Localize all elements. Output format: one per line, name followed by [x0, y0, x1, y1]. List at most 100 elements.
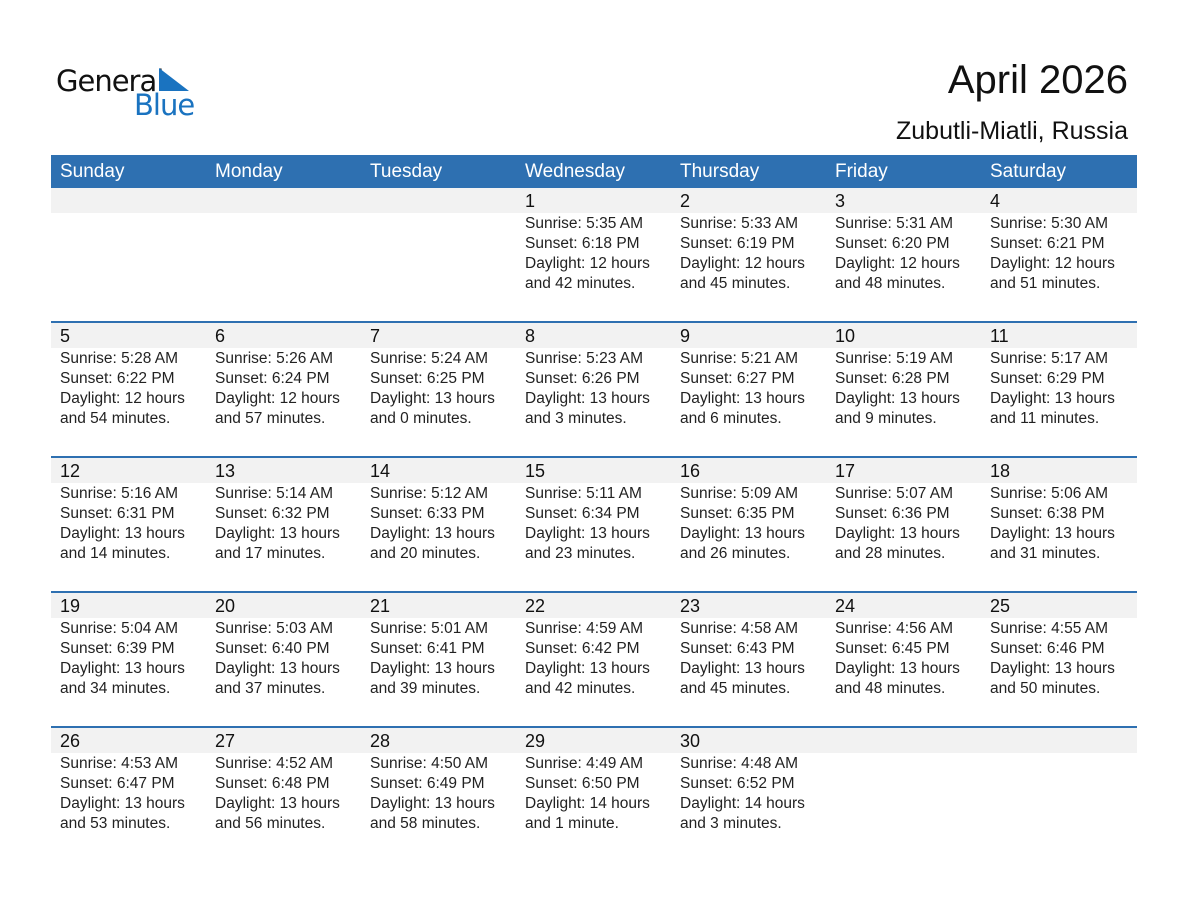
sunrise-text: Sunrise: 4:49 AM: [525, 755, 644, 772]
sunset-text: Sunset: 6:22 PM: [60, 370, 175, 387]
sunset-text: Sunset: 6:41 PM: [370, 640, 485, 657]
day-cell: 6 Sunrise: 5:26 AM Sunset: 6:24 PM Daylight…: [206, 323, 361, 458]
sunset-text: Sunset: 6:43 PM: [680, 640, 795, 657]
sunrise-text: Sunrise: 4:50 AM: [370, 755, 489, 772]
daylight-text: Daylight: 13 hours: [370, 795, 495, 812]
daylight-text: Daylight: 12 hours: [525, 255, 650, 272]
daylight-text: Daylight: 13 hours: [990, 660, 1115, 677]
sunrise-text: Sunrise: 4:58 AM: [680, 620, 799, 637]
weekday-friday: Friday: [835, 161, 888, 182]
sunset-text: Sunset: 6:36 PM: [835, 505, 950, 522]
daylight-minutes-text: and 20 minutes.: [370, 545, 481, 562]
sunrise-text: Sunrise: 5:01 AM: [370, 620, 489, 637]
daylight-minutes-text: and 48 minutes.: [835, 275, 946, 292]
sunset-text: Sunset: 6:47 PM: [60, 775, 175, 792]
day-number: 27: [215, 731, 236, 751]
logo-text-general: General: [56, 64, 164, 98]
day-cell: 20 Sunrise: 5:03 AM Sunset: 6:40 PM Dayligh…: [206, 593, 361, 728]
sunset-text: Sunset: 6:24 PM: [215, 370, 330, 387]
sunset-text: Sunset: 6:27 PM: [680, 370, 795, 387]
daylight-minutes-text: and 45 minutes.: [680, 680, 791, 697]
daylight-text: Daylight: 14 hours: [525, 795, 650, 812]
daylight-text: Daylight: 12 hours: [60, 390, 185, 407]
day-cell: 8 Sunrise: 5:23 AM Sunset: 6:26 PM Daylight…: [516, 323, 671, 458]
day-cell: 13 Sunrise: 5:14 AM Sunset: 6:32 PM Dayligh…: [206, 458, 361, 593]
day-number: 14: [370, 461, 391, 481]
sunset-text: Sunset: 6:21 PM: [990, 235, 1105, 252]
day-number: 17: [835, 461, 856, 481]
date-band: [51, 458, 1137, 483]
sunrise-text: Sunrise: 5:30 AM: [990, 215, 1109, 232]
day-number: 19: [60, 596, 81, 616]
date-band: [51, 728, 1137, 753]
sunrise-text: Sunrise: 5:31 AM: [835, 215, 954, 232]
page-title: April 2026: [947, 58, 1128, 102]
daylight-minutes-text: and 3 minutes.: [680, 815, 782, 832]
daylight-text: Daylight: 12 hours: [835, 255, 960, 272]
sunrise-text: Sunrise: 5:04 AM: [60, 620, 179, 637]
sunrise-text: Sunrise: 5:23 AM: [525, 350, 644, 367]
weekday-sunday: Sunday: [60, 161, 125, 182]
day-cell: 26 Sunrise: 4:53 AM Sunset: 6:47 PM Dayligh…: [51, 728, 206, 863]
sunset-text: Sunset: 6:40 PM: [215, 640, 330, 657]
week-row: 5 Sunrise: 5:28 AM Sunset: 6:22 PM Daylight…: [51, 321, 1137, 458]
daylight-text: Daylight: 13 hours: [215, 795, 340, 812]
daylight-text: Daylight: 13 hours: [215, 660, 340, 677]
day-number: 29: [525, 731, 546, 751]
daylight-minutes-text: and 51 minutes.: [990, 275, 1101, 292]
day-cell: 25 Sunrise: 4:55 AM Sunset: 6:46 PM Dayligh…: [981, 593, 1136, 728]
week-row: 1 Sunrise: 5:35 AM Sunset: 6:18 PM Daylight…: [51, 188, 1137, 323]
daylight-minutes-text: and 17 minutes.: [215, 545, 326, 562]
sunrise-text: Sunrise: 5:03 AM: [215, 620, 334, 637]
day-cell: 21 Sunrise: 5:01 AM Sunset: 6:41 PM Dayligh…: [361, 593, 516, 728]
sunset-text: Sunset: 6:29 PM: [990, 370, 1105, 387]
daylight-text: Daylight: 12 hours: [990, 255, 1115, 272]
sunset-text: Sunset: 6:50 PM: [525, 775, 640, 792]
sunrise-text: Sunrise: 4:59 AM: [525, 620, 644, 637]
daylight-minutes-text: and 31 minutes.: [990, 545, 1101, 562]
daylight-text: Daylight: 13 hours: [990, 390, 1115, 407]
sunrise-text: Sunrise: 4:56 AM: [835, 620, 954, 637]
weekday-saturday: Saturday: [990, 161, 1067, 182]
daylight-minutes-text: and 26 minutes.: [680, 545, 791, 562]
weekday-tuesday: Tuesday: [370, 161, 443, 182]
sunset-text: Sunset: 6:34 PM: [525, 505, 640, 522]
sunset-text: Sunset: 6:20 PM: [835, 235, 950, 252]
daylight-minutes-text: and 56 minutes.: [215, 815, 326, 832]
day-number: 4: [990, 191, 1001, 211]
daylight-minutes-text: and 34 minutes.: [60, 680, 171, 697]
day-cell: 24 Sunrise: 4:56 AM Sunset: 6:45 PM Dayligh…: [826, 593, 981, 728]
sunset-text: Sunset: 6:42 PM: [525, 640, 640, 657]
daylight-text: Daylight: 14 hours: [680, 795, 805, 812]
sunset-text: Sunset: 6:31 PM: [60, 505, 175, 522]
sunrise-text: Sunrise: 5:12 AM: [370, 485, 489, 502]
sunrise-text: Sunrise: 4:53 AM: [60, 755, 179, 772]
sunrise-text: Sunrise: 4:48 AM: [680, 755, 799, 772]
sunrise-text: Sunrise: 5:14 AM: [215, 485, 334, 502]
weekday-wednesday: Wednesday: [525, 161, 625, 182]
daylight-minutes-text: and 23 minutes.: [525, 545, 636, 562]
day-number: 9: [680, 326, 691, 346]
daylight-text: Daylight: 13 hours: [370, 660, 495, 677]
daylight-minutes-text: and 58 minutes.: [370, 815, 481, 832]
daylight-minutes-text: and 45 minutes.: [680, 275, 791, 292]
sunset-text: Sunset: 6:28 PM: [835, 370, 950, 387]
sunset-text: Sunset: 6:32 PM: [215, 505, 330, 522]
day-cell: 1 Sunrise: 5:35 AM Sunset: 6:18 PM Daylight…: [516, 188, 671, 323]
sunrise-text: Sunrise: 5:11 AM: [525, 485, 642, 502]
daylight-text: Daylight: 13 hours: [60, 660, 185, 677]
daylight-minutes-text: and 11 minutes.: [990, 410, 1100, 427]
day-cell: 12 Sunrise: 5:16 AM Sunset: 6:31 PM Dayligh…: [51, 458, 206, 593]
day-cell: 7 Sunrise: 5:24 AM Sunset: 6:25 PM Daylight…: [361, 323, 516, 458]
day-cell: 3 Sunrise: 5:31 AM Sunset: 6:20 PM Daylight…: [826, 188, 981, 323]
daylight-minutes-text: and 37 minutes.: [215, 680, 326, 697]
date-band: [51, 323, 1137, 348]
sunset-text: Sunset: 6:35 PM: [680, 505, 795, 522]
date-band: [51, 188, 1137, 213]
sunrise-text: Sunrise: 5:28 AM: [60, 350, 179, 367]
day-number: 28: [370, 731, 391, 751]
sunset-text: Sunset: 6:33 PM: [370, 505, 485, 522]
daylight-text: Daylight: 13 hours: [680, 525, 805, 542]
sunrise-text: Sunrise: 5:09 AM: [680, 485, 799, 502]
day-number: 3: [835, 191, 846, 211]
